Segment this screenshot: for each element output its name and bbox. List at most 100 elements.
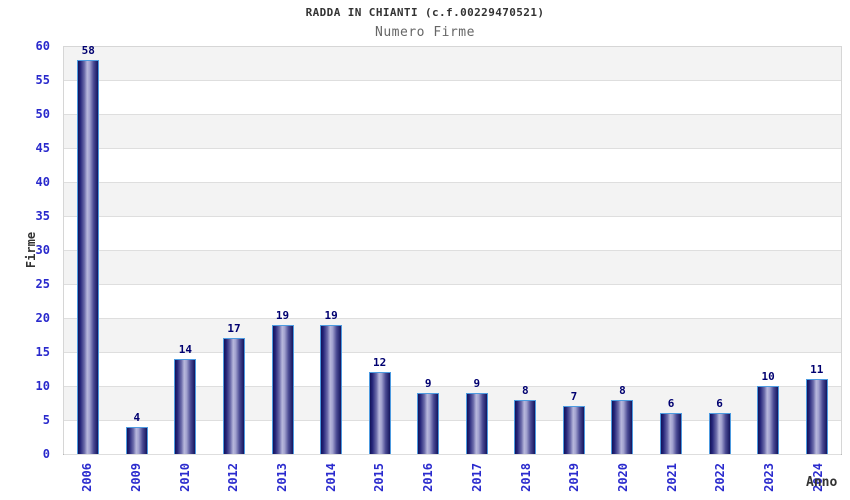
bar-slot: 8 [501, 47, 550, 454]
x-tick-label: 2012 [226, 463, 241, 492]
x-slot: 2014 [306, 461, 355, 499]
bar-slot: 6 [695, 47, 744, 454]
bar-value-label: 11 [810, 363, 824, 377]
x-tick-label: 2010 [177, 463, 192, 492]
y-tick-label: 25 [35, 277, 50, 291]
x-slot: 2023 [745, 461, 794, 499]
x-tick-label: 2020 [615, 463, 630, 492]
bar-value-label: 19 [324, 308, 338, 322]
y-axis-title: Firme [24, 231, 38, 269]
grid-band [64, 183, 841, 217]
bar-slot: 9 [404, 47, 453, 454]
bar [805, 379, 828, 454]
bar [417, 392, 440, 454]
grid-band [64, 217, 841, 251]
bar-value-label: 58 [81, 43, 95, 57]
bar-value-label: 9 [473, 376, 481, 390]
bar-value-label: 4 [133, 410, 141, 424]
x-slot: 2022 [696, 461, 745, 499]
x-axis-tick-labels: 2006 2009 2010 2012 2013 2014 2015 2016 2017 2018… [63, 461, 842, 499]
x-slot: 2006 [63, 461, 112, 499]
x-slot: 2016 [404, 461, 453, 499]
bar-value-label: 8 [522, 383, 529, 397]
bar [125, 426, 148, 454]
y-tick-label: 50 [35, 107, 50, 121]
x-tick-label: 2018 [518, 463, 533, 492]
x-slot: 2019 [550, 461, 599, 499]
bar [77, 59, 100, 454]
x-slot: 2017 [453, 461, 502, 499]
bar [562, 406, 585, 454]
y-tick-label: 5 [42, 413, 50, 427]
bar-slot: 19 [307, 47, 356, 454]
y-tick-label: 15 [35, 345, 50, 359]
x-tick-label: 2019 [567, 463, 582, 492]
x-tick-label: 2015 [372, 463, 387, 492]
bar [514, 399, 537, 454]
x-slot: 2013 [258, 461, 307, 499]
x-tick-label: 2014 [323, 463, 338, 492]
y-tick-label: 20 [35, 311, 50, 325]
bar-value-label: 6 [667, 397, 675, 411]
y-tick-label: 40 [35, 175, 50, 189]
bar-slot: 7 [550, 47, 599, 454]
bar-value-label: 12 [373, 356, 387, 370]
y-tick-label: 10 [35, 379, 50, 393]
x-slot: 2020 [599, 461, 648, 499]
x-tick-label: 2017 [469, 463, 484, 492]
bar-value-label: 6 [716, 397, 723, 411]
bar [174, 358, 197, 454]
bar [222, 338, 245, 454]
bar-slot: 17 [210, 47, 259, 454]
bar-slot: 4 [113, 47, 162, 454]
grid-band [64, 319, 841, 353]
bar-value-label: 10 [761, 370, 775, 383]
bar-value-label: 8 [619, 383, 626, 397]
y-tick-label: 55 [35, 73, 50, 87]
bar-value-label: 19 [275, 308, 290, 322]
grid-band [64, 81, 841, 115]
bar-slot: 58 [64, 43, 113, 454]
x-tick-label: 2021 [664, 463, 679, 492]
x-slot: 2015 [355, 461, 404, 499]
x-slot: 2021 [647, 461, 696, 499]
bar [368, 372, 391, 454]
grid-band [64, 149, 841, 183]
grid-band [64, 47, 841, 81]
grid-band [64, 251, 841, 285]
bars-layer: 58 4 14 17 19 19 12 9 9 8 7 8 6 6 10 11 [64, 43, 841, 454]
x-tick-label: 2016 [421, 463, 436, 492]
y-axis-tick-labels: 0 5 10 15 20 25 30 35 40 45 50 55 60 [0, 39, 56, 461]
bar [708, 413, 731, 454]
chart-title: RADDA IN CHIANTI (c.f.00229470521) [305, 6, 545, 19]
x-slot: 2012 [209, 461, 258, 499]
bar-slot: 6 [647, 47, 696, 454]
plot-area: 58 4 14 17 19 19 12 9 9 8 7 8 6 6 10 11 [63, 43, 842, 455]
bar [611, 399, 634, 454]
y-tick-label: 45 [35, 141, 50, 155]
x-tick-label: 2023 [761, 463, 776, 492]
bar-value-label: 14 [178, 342, 193, 356]
bar-slot: 11 [792, 47, 841, 454]
bar [320, 324, 343, 454]
x-slot: 2018 [501, 461, 550, 499]
y-tick-label: 0 [42, 447, 50, 461]
bar-value-label: 7 [570, 390, 578, 404]
bar-slot: 12 [355, 47, 404, 454]
y-tick-label: 60 [35, 39, 50, 53]
bar-value-label: 17 [227, 322, 241, 336]
x-axis-title: Anno [806, 475, 838, 490]
bar-slot: 14 [161, 47, 210, 454]
bar-slot: 19 [258, 47, 307, 454]
x-tick-label: 2006 [80, 463, 95, 492]
x-slot: 2009 [112, 461, 161, 499]
bar [271, 324, 294, 454]
bar-slot: 9 [453, 47, 502, 454]
y-tick-label: 30 [35, 243, 50, 257]
x-slot: 2010 [160, 461, 209, 499]
grid-band [64, 285, 841, 319]
y-tick-label: 35 [35, 209, 50, 223]
bar-slot: 10 [744, 47, 793, 454]
bar-value-label: 9 [424, 376, 432, 390]
